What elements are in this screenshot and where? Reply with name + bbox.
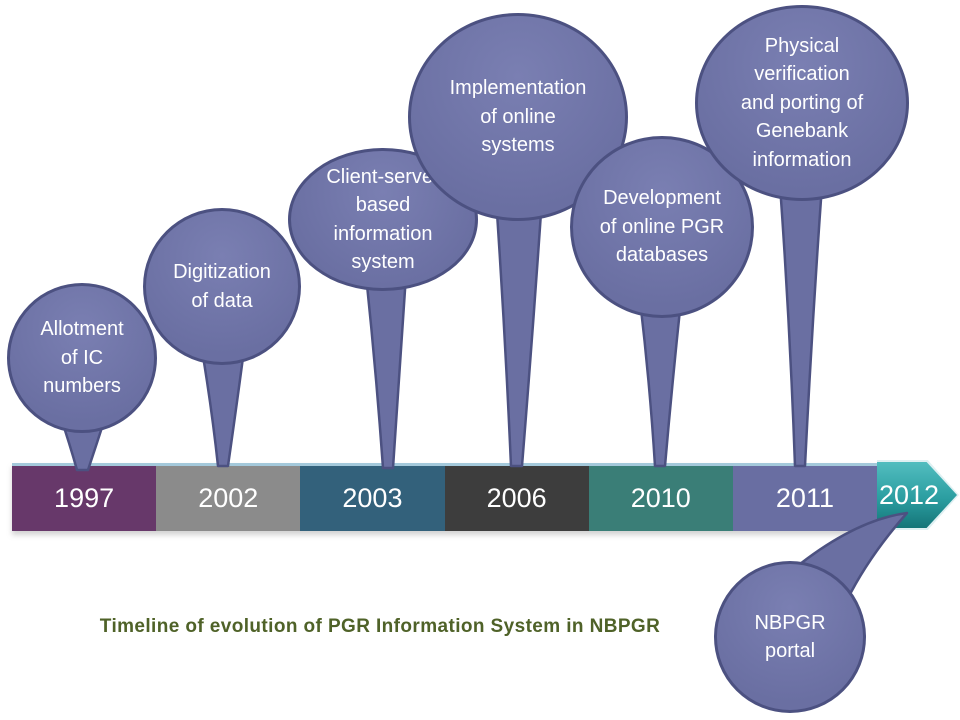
timeline-segment-2012-arrow: 2012: [877, 460, 959, 530]
tail-digitization: [200, 348, 246, 468]
year-label: 2003: [342, 483, 403, 513]
year-label: 2012: [878, 479, 940, 510]
timeline-segment-2006: 2006: [444, 466, 589, 531]
timeline-bar: 1997 2002 2003 2006 2010 2011: [12, 463, 878, 531]
timeline-segment-1997: 1997: [12, 466, 157, 531]
year-label: 1997: [54, 483, 115, 513]
year-label: 2002: [198, 483, 259, 513]
slide-caption: Timeline of evolution of PGR Information…: [99, 616, 661, 637]
arrow-body: 2012: [877, 462, 957, 528]
balloon-text: Implementation of online systems: [449, 77, 587, 157]
timeline-segment-2002: 2002: [156, 466, 301, 531]
year-label: 2011: [775, 483, 834, 513]
tail-implementation: [494, 196, 544, 468]
year-label: 2010: [630, 483, 691, 513]
balloon-text: Client-server based information system: [326, 165, 440, 273]
balloon-text: Allotment of IC numbers: [40, 318, 124, 398]
balloon-allotment-of-ic-numbers: Allotment of IC numbers: [7, 283, 157, 433]
tail-physical-verification: [778, 183, 824, 468]
year-label: 2006: [486, 483, 547, 513]
tail-client-server: [364, 273, 408, 470]
balloon-nbpgr-portal: NBPGR portal: [714, 561, 866, 713]
tail-development: [638, 298, 683, 468]
timeline-segment-2010: 2010: [588, 466, 733, 531]
balloon-development-pgr-databases: Development of online PGR databases: [570, 136, 754, 318]
balloon-physical-verification-genebank: Physical verification and porting of Gen…: [695, 5, 909, 201]
timeline-segment-2003: 2003: [300, 466, 445, 531]
balloon-text: Development of online PGR databases: [599, 187, 725, 267]
balloon-digitization-of-data: Digitization of data: [143, 208, 301, 365]
balloon-text: Digitization of data: [173, 261, 271, 312]
balloon-text: NBPGR portal: [754, 611, 826, 662]
balloon-text: Physical verification and porting of Gen…: [740, 35, 864, 171]
timeline-segment-2011: 2011: [732, 466, 878, 531]
